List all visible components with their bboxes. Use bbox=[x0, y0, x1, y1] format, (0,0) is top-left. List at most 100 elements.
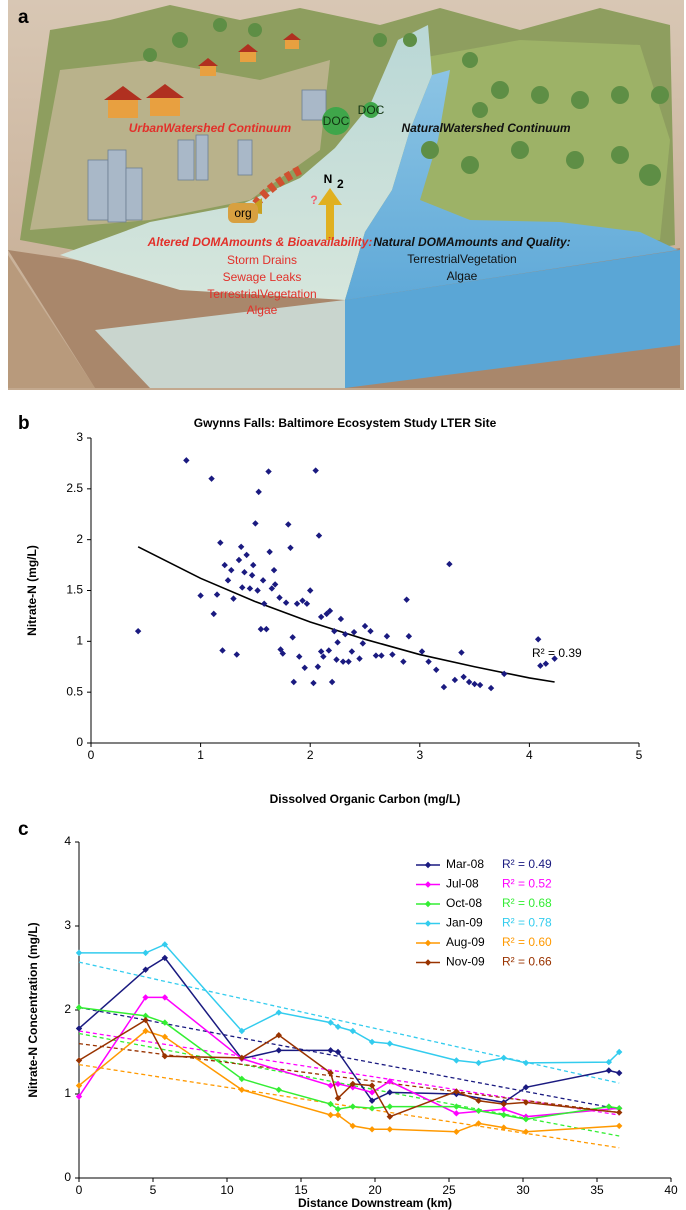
series-point bbox=[238, 1075, 245, 1083]
scatter-point bbox=[440, 683, 448, 691]
scatter-point bbox=[224, 577, 232, 584]
series-point bbox=[386, 1126, 393, 1133]
scatter-point bbox=[197, 592, 204, 599]
series-point bbox=[368, 1089, 376, 1096]
scatter-point bbox=[303, 600, 311, 607]
altered-heading: Altered DOMAmounts & Bioavailability: bbox=[147, 235, 373, 249]
scatter-point bbox=[276, 594, 283, 601]
scatter-point bbox=[235, 556, 243, 564]
scatter-point bbox=[260, 600, 268, 607]
series-point bbox=[327, 1047, 334, 1054]
legend-marker bbox=[424, 861, 432, 869]
doc-badge-small bbox=[363, 102, 379, 118]
scatter-point bbox=[317, 613, 325, 621]
n2-subscript: 2 bbox=[337, 177, 344, 191]
series-point bbox=[386, 1078, 393, 1085]
series-point bbox=[75, 1082, 83, 1089]
x-tick-label: 10 bbox=[220, 1183, 234, 1197]
scatter-point bbox=[263, 625, 270, 633]
series-point bbox=[368, 1105, 376, 1112]
scatter-point bbox=[221, 561, 228, 569]
series-point bbox=[522, 1128, 530, 1135]
org-badge bbox=[228, 203, 258, 223]
scatter-point bbox=[334, 639, 341, 646]
legend-label: Oct-08 bbox=[446, 896, 482, 910]
series-point bbox=[142, 949, 149, 957]
scatter-point bbox=[314, 663, 322, 670]
scatter-point bbox=[219, 647, 226, 654]
altered-item: Algae bbox=[247, 303, 278, 317]
x-tick-label: 1 bbox=[197, 748, 204, 762]
scatter-point bbox=[270, 566, 278, 574]
x-tick-label: 3 bbox=[416, 748, 423, 762]
series-point bbox=[334, 1048, 342, 1056]
scatter-point bbox=[252, 520, 259, 527]
x-tick-label: 15 bbox=[294, 1183, 308, 1197]
series-point bbox=[349, 1027, 356, 1035]
series-point bbox=[327, 1111, 334, 1119]
series-point bbox=[349, 1103, 356, 1110]
series-point bbox=[161, 954, 169, 962]
legend-r-squared: R² = 0.66 bbox=[502, 955, 552, 969]
y-tick-label: 0.5 bbox=[66, 684, 83, 698]
scatter-point bbox=[265, 468, 272, 475]
series-point bbox=[605, 1067, 613, 1074]
x-tick-label: 5 bbox=[150, 1183, 157, 1197]
scatter-point bbox=[320, 653, 327, 660]
scatter-point bbox=[217, 539, 224, 546]
panel-label: b bbox=[18, 413, 30, 434]
scatter-point bbox=[289, 634, 296, 641]
x-tick-label: 40 bbox=[664, 1183, 678, 1197]
x-tick-label: 5 bbox=[636, 748, 643, 762]
y-tick-label: 1 bbox=[76, 634, 83, 648]
scatter-point bbox=[248, 572, 256, 579]
series-point bbox=[522, 1084, 530, 1091]
series-point bbox=[500, 1124, 507, 1131]
natural-land bbox=[380, 40, 670, 240]
x-tick-label: 4 bbox=[526, 748, 533, 762]
series-point bbox=[453, 1103, 460, 1110]
series-point bbox=[453, 1110, 460, 1117]
series-point bbox=[161, 1019, 169, 1026]
series-point bbox=[75, 949, 83, 957]
natural-heading: Natural DOMAmounts and Quality: bbox=[373, 235, 570, 249]
x-tick-label: 30 bbox=[516, 1183, 530, 1197]
series-point bbox=[386, 1089, 393, 1096]
doc-label-small: DOC bbox=[358, 103, 385, 117]
series-point bbox=[616, 1109, 623, 1116]
altered-item: Storm Drains bbox=[227, 253, 297, 267]
series-point bbox=[522, 1099, 530, 1106]
water-left bbox=[60, 25, 432, 300]
series-point bbox=[327, 1069, 334, 1077]
scatter-point bbox=[233, 651, 240, 658]
scatter-point bbox=[183, 457, 190, 464]
series-point bbox=[386, 1103, 393, 1110]
series-point bbox=[475, 1059, 482, 1067]
scatter-point bbox=[339, 658, 347, 665]
series-point bbox=[327, 1082, 334, 1089]
series-point bbox=[75, 1093, 83, 1100]
scatter-point bbox=[331, 627, 338, 635]
scatter-point bbox=[403, 596, 410, 603]
scatter-point bbox=[342, 631, 349, 638]
y-axis-title: Nitrate-N Concentration (mg/L) bbox=[26, 922, 40, 1097]
series-point bbox=[616, 1069, 623, 1077]
scatter-point bbox=[345, 658, 352, 665]
series-line bbox=[78, 1030, 620, 1133]
scatter-point bbox=[537, 662, 544, 669]
series-point bbox=[334, 1105, 342, 1113]
series-point bbox=[142, 1012, 149, 1020]
y-tick-label: 4 bbox=[64, 834, 71, 848]
scatter-point bbox=[471, 680, 478, 688]
scatter-point bbox=[356, 655, 363, 662]
scatter-point bbox=[239, 584, 246, 591]
series-point bbox=[605, 1058, 613, 1066]
scatter-point bbox=[312, 467, 319, 474]
scatter-point bbox=[348, 648, 356, 655]
altered-item: Sewage Leaks bbox=[223, 270, 302, 284]
series-point bbox=[349, 1084, 356, 1091]
series-point bbox=[161, 1053, 169, 1060]
scatter-point bbox=[271, 581, 279, 588]
series-line bbox=[78, 996, 620, 1118]
altered-item: TerrestrialVegetation bbox=[207, 287, 316, 301]
